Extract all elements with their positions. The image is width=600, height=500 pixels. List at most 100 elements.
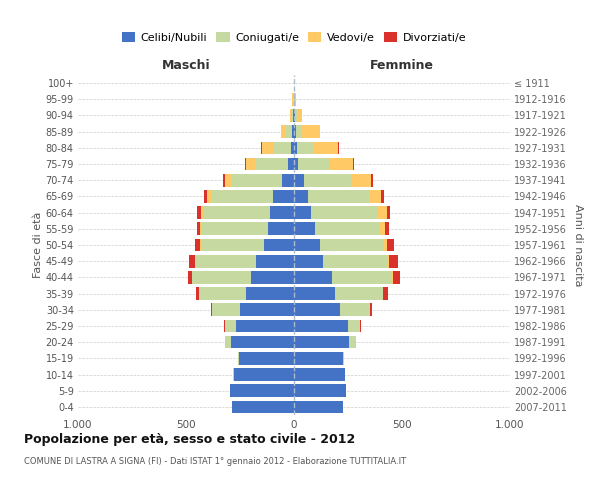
Bar — [294, 206, 311, 219]
Bar — [232, 174, 282, 186]
Bar — [323, 255, 387, 268]
Bar — [282, 174, 294, 186]
Bar — [360, 320, 361, 332]
Bar — [203, 206, 270, 219]
Bar — [370, 304, 372, 316]
Bar — [387, 238, 394, 252]
Bar — [240, 304, 294, 316]
Bar — [247, 288, 294, 300]
Bar — [197, 222, 200, 235]
Bar — [211, 304, 212, 316]
Bar — [262, 142, 274, 154]
Bar — [294, 288, 335, 300]
Bar — [387, 206, 390, 219]
Bar — [294, 384, 346, 397]
Bar — [232, 336, 294, 348]
Bar — [264, 238, 294, 252]
Bar — [281, 126, 286, 138]
Bar — [294, 368, 345, 381]
Bar — [200, 222, 201, 235]
Bar — [201, 222, 268, 235]
Bar — [294, 238, 320, 252]
Legend: Celibi/Nubili, Coniugati/e, Vedovi/e, Divorziati/e: Celibi/Nubili, Coniugati/e, Vedovi/e, Di… — [118, 28, 470, 48]
Bar — [199, 288, 247, 300]
Bar — [294, 255, 323, 268]
Bar — [294, 174, 304, 186]
Bar — [348, 320, 360, 332]
Bar — [302, 126, 320, 138]
Bar — [387, 255, 389, 268]
Bar — [298, 158, 329, 170]
Bar — [294, 336, 349, 348]
Bar — [314, 222, 380, 235]
Bar — [294, 352, 343, 364]
Bar — [294, 400, 343, 413]
Bar — [297, 109, 302, 122]
Bar — [383, 238, 387, 252]
Bar — [295, 109, 297, 122]
Bar — [383, 288, 388, 300]
Bar — [251, 271, 294, 283]
Bar — [197, 206, 200, 219]
Text: Maschi: Maschi — [161, 59, 211, 72]
Bar — [290, 109, 291, 122]
Bar — [189, 255, 195, 268]
Bar — [270, 206, 294, 219]
Bar — [368, 190, 382, 202]
Bar — [295, 93, 296, 106]
Bar — [294, 109, 295, 122]
Bar — [201, 238, 264, 252]
Bar — [206, 190, 211, 202]
Bar — [200, 238, 201, 252]
Bar — [378, 206, 387, 219]
Bar — [247, 158, 256, 170]
Bar — [340, 304, 370, 316]
Bar — [343, 352, 344, 364]
Text: COMUNE DI LASTRA A SIGNA (FI) - Dati ISTAT 1° gennaio 2012 - Elaborazione TUTTIT: COMUNE DI LASTRA A SIGNA (FI) - Dati IST… — [24, 458, 406, 466]
Bar — [233, 368, 294, 381]
Bar — [294, 158, 298, 170]
Bar — [245, 158, 247, 170]
Bar — [304, 174, 351, 186]
Bar — [196, 255, 256, 268]
Bar — [223, 174, 225, 186]
Bar — [225, 336, 232, 348]
Bar — [274, 190, 294, 202]
Bar — [371, 174, 373, 186]
Text: Femmine: Femmine — [370, 59, 434, 72]
Bar — [200, 206, 203, 219]
Bar — [225, 174, 232, 186]
Bar — [212, 304, 240, 316]
Bar — [230, 384, 294, 397]
Bar — [313, 142, 338, 154]
Bar — [293, 109, 294, 122]
Bar — [256, 255, 294, 268]
Bar — [238, 352, 239, 364]
Bar — [294, 222, 314, 235]
Bar — [291, 109, 293, 122]
Bar — [294, 142, 297, 154]
Bar — [287, 158, 294, 170]
Bar — [239, 352, 294, 364]
Bar — [291, 142, 294, 154]
Bar — [294, 190, 308, 202]
Bar — [294, 126, 296, 138]
Bar — [392, 271, 394, 283]
Bar — [225, 320, 236, 332]
Bar — [188, 271, 192, 283]
Bar — [193, 271, 251, 283]
Bar — [382, 190, 384, 202]
Bar — [294, 320, 348, 332]
Bar — [311, 206, 378, 219]
Bar — [351, 174, 371, 186]
Bar — [232, 400, 294, 413]
Bar — [385, 222, 389, 235]
Bar — [389, 255, 398, 268]
Bar — [268, 222, 294, 235]
Bar — [329, 158, 353, 170]
Bar — [236, 320, 294, 332]
Bar — [211, 190, 274, 202]
Bar — [294, 271, 332, 283]
Bar — [308, 190, 368, 202]
Bar — [320, 238, 383, 252]
